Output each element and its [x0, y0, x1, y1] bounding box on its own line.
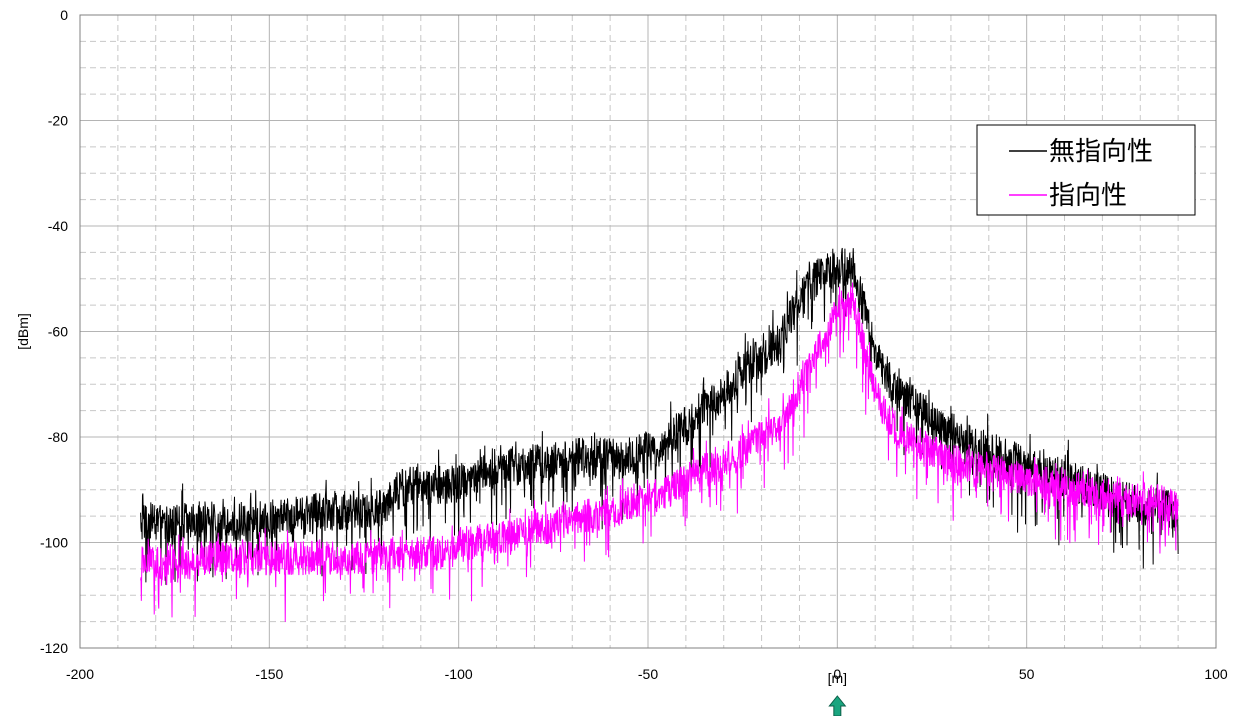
legend-label-omni: 無指向性: [1049, 137, 1153, 167]
y-tick-label: -40: [48, 218, 68, 234]
up-arrow-shape: [829, 696, 845, 716]
x-tick-label: -200: [66, 666, 94, 682]
legend: 無指向性 指向性: [977, 125, 1195, 215]
legend-label-directional: 指向性: [1049, 181, 1127, 211]
y-tick-label: -20: [48, 113, 68, 129]
series-layer: [141, 248, 1179, 622]
x-axis-label: [m]: [828, 670, 847, 686]
tick-labels: -200 -150 -100 -50 0 50 1000-20-40-60-80-100-1…: [40, 7, 1228, 682]
x-tick-label: 50: [1019, 666, 1035, 682]
y-tick-label: -80: [48, 429, 68, 445]
y-tick-label: -100: [40, 535, 68, 551]
x-tick-label: -100: [445, 666, 473, 682]
up-arrow-icon: [829, 696, 845, 716]
y-tick-label: 0: [60, 7, 68, 23]
x-tick-label: -50: [638, 666, 658, 682]
x-tick-label: -150: [255, 666, 283, 682]
x-tick-label: 100: [1204, 666, 1228, 682]
series-line-0: [141, 248, 1179, 585]
y-axis-label: [dBm]: [15, 313, 31, 350]
y-tick-label: -60: [48, 324, 68, 340]
y-tick-label: -120: [40, 640, 68, 656]
